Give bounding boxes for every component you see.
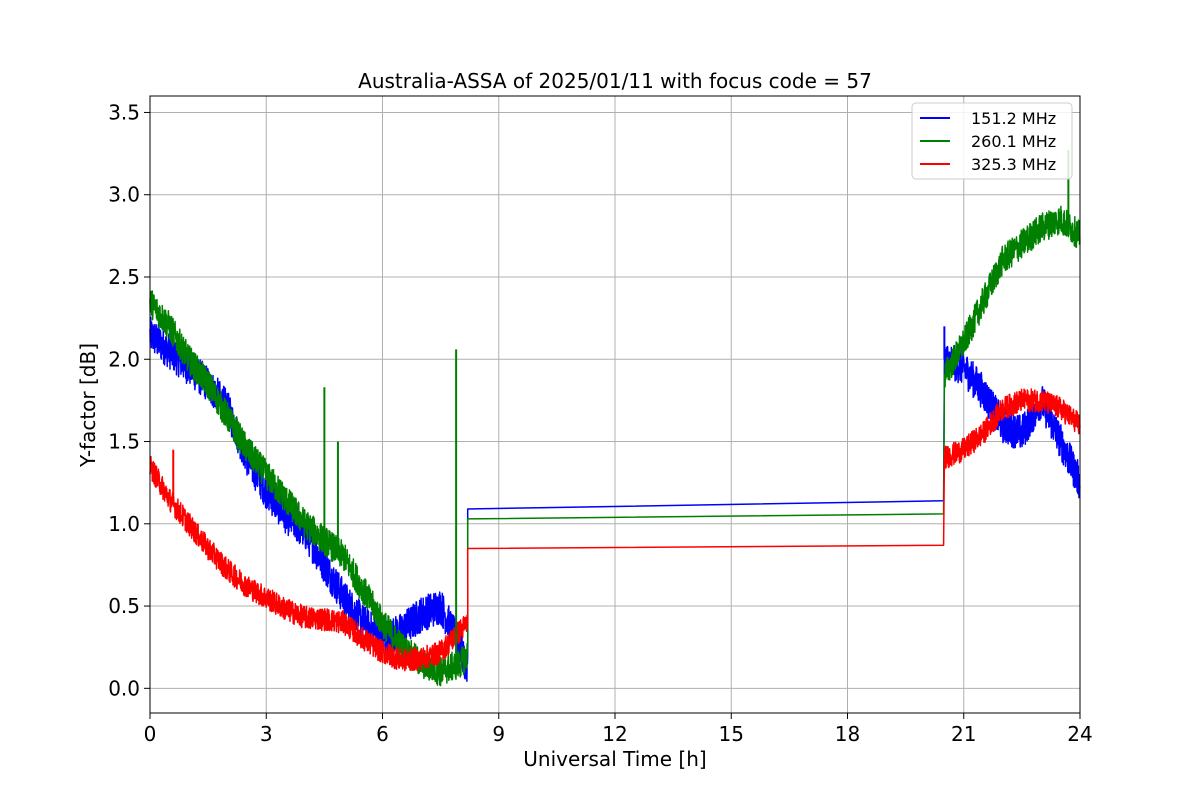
x-tick-label: 6 [376, 722, 389, 746]
y-tick-label: 2.5 [108, 265, 140, 289]
y-tick-label: 0.5 [108, 594, 140, 618]
y-tick-label: 3.5 [108, 100, 140, 124]
series-layer [149, 150, 1081, 687]
y-tick-label: 1.0 [108, 512, 140, 536]
x-tick-label: 3 [260, 722, 273, 746]
y-axis-label: Y-factor [dB] [76, 343, 100, 468]
series-line-1 [149, 205, 1081, 687]
x-tick-label: 21 [951, 722, 976, 746]
x-tick-label: 12 [602, 722, 627, 746]
x-axis: 0 3 6 9 12 15 18 21 24 [144, 713, 1093, 746]
chart-title: Australia-ASSA of 2025/01/11 with focus … [358, 69, 872, 93]
y-tick-label: 0.0 [108, 676, 140, 700]
x-tick-label: 15 [719, 722, 744, 746]
series-line-2 [149, 388, 1081, 672]
legend-entry: 260.1 MHz [971, 132, 1056, 151]
legend: 151.2 MHz 260.1 MHz 325.3 MHz [911, 102, 1073, 180]
y-tick-label: 2.0 [108, 347, 140, 371]
x-tick-label: 0 [144, 722, 157, 746]
y-tick-label: 3.0 [108, 183, 140, 207]
x-tick-label: 18 [835, 722, 860, 746]
y-tick-label: 1.5 [108, 430, 140, 454]
x-tick-label: 24 [1067, 722, 1092, 746]
y-axis: 0.0 0.5 1.0 1.5 2.0 2.5 3.0 3.5 [108, 100, 150, 700]
legend-entry: 151.2 MHz [971, 109, 1056, 128]
x-tick-label: 9 [492, 722, 505, 746]
legend-entry: 325.3 MHz [971, 155, 1056, 174]
x-axis-label: Universal Time [h] [523, 747, 706, 771]
legend-box [911, 102, 1073, 180]
